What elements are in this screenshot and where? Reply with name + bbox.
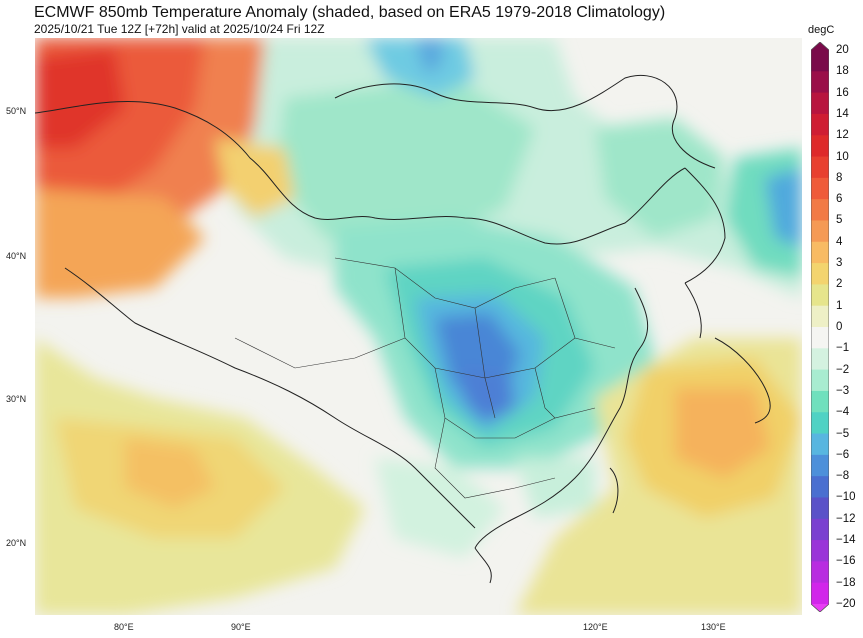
taiwan-coast [609,467,619,514]
colorbar-cell [811,241,829,264]
lon-label-90e: 90°E [231,622,251,632]
colorbar-tick-label: 2 [836,278,843,291]
colorbar-tick-label: 16 [836,86,849,99]
colorbar-cell [811,327,829,349]
korea-coast [684,282,702,339]
map-canvas [35,38,802,615]
colorbar-cell [811,284,829,307]
colorbar-cell [811,263,829,285]
colorbar-tick-label: 6 [836,193,843,206]
colorbar [811,42,829,612]
china-coast [474,287,649,549]
colorbar-cell [811,305,829,328]
japan-coast [714,337,771,424]
colorbar-top-arrow [811,42,829,50]
colorbar-tick-label: −6 [836,448,850,461]
anomaly-map [35,38,802,615]
borders [35,74,771,584]
colorbar-tick-label: −3 [836,384,850,397]
colorbar-cell [811,199,829,221]
northeast-border [684,167,726,284]
colorbar-tick-label: 12 [836,129,849,142]
anomaly-shading [35,38,802,615]
colorbar-cell [811,476,829,498]
colorbar-cell [811,220,829,243]
southwest-border [64,267,476,529]
russia-border [334,74,716,169]
lat-label-30n: 30°N [6,394,27,404]
colorbar-tick-label: −2 [836,363,850,376]
lat-label-40n: 40°N [6,251,27,261]
hainan-coast [474,547,492,584]
colorbar-cell [811,135,829,158]
colorbar-tick-label: 8 [836,171,843,184]
map-title: ECMWF 850mb Temperature Anomaly (shaded,… [34,4,666,21]
colorbar-cell [811,561,829,584]
lon-label-120e: 120°E [583,622,608,632]
colorbar-tick-label: −4 [836,406,850,419]
colorbar-tick-label: 4 [836,235,843,248]
colorbar-cell [811,156,829,179]
map-subtitle: 2025/10/21 Tue 12Z [+72h] valid at 2025/… [34,22,325,36]
colorbar-cell [811,50,829,72]
colorbar-cell [811,412,829,435]
colorbar-tick-label: −1 [836,342,850,355]
colorbar-bottom-arrow [811,604,829,612]
colorbar-tick-label: 1 [836,299,843,312]
lon-label-80e: 80°E [114,622,134,632]
colorbar-tick-label: −10 [836,491,856,504]
colorbar-tick-label: 3 [836,257,843,270]
colorbar-tick-label: −18 [836,576,856,589]
colorbar-cell [811,177,829,200]
colorbar-cell [811,540,829,562]
colorbar-tick-label: −8 [836,470,850,483]
colorbar-tick-label: −16 [836,555,856,568]
colorbar-tick-label: 14 [836,107,849,120]
colorbar-cell [811,92,829,115]
mongolia-border [35,101,686,245]
colorbar-cell [811,113,829,136]
colorbar-tick-label: −5 [836,427,850,440]
colorbar-cell [811,582,829,605]
lon-label-130e: 130°E [701,622,726,632]
province-borders [234,257,616,499]
colorbar-tick-label: 10 [836,150,849,163]
colorbar-tick-label: −20 [836,598,856,610]
lat-label-50n: 50°N [6,106,27,116]
colorbar-cell [811,454,829,477]
colorbar-cell [811,433,829,456]
colorbar-tick-label: 20 [836,44,849,56]
colorbar-cell [811,71,829,94]
colorbar-tick-label: 18 [836,65,849,78]
colorbar-cell [811,369,829,392]
colorbar-tick-label: 5 [836,214,843,227]
colorbar-tick-label: 0 [836,321,843,333]
colorbar-tick-label: −12 [836,512,856,525]
colorbar-cell [811,348,829,371]
colorbar-tick-label: −14 [836,534,856,547]
lat-label-20n: 20°N [6,538,27,548]
colorbar-cell [811,497,829,520]
colorbar-unit: degC [808,24,835,36]
colorbar-cell [811,518,829,541]
colorbar-cell [811,390,829,413]
